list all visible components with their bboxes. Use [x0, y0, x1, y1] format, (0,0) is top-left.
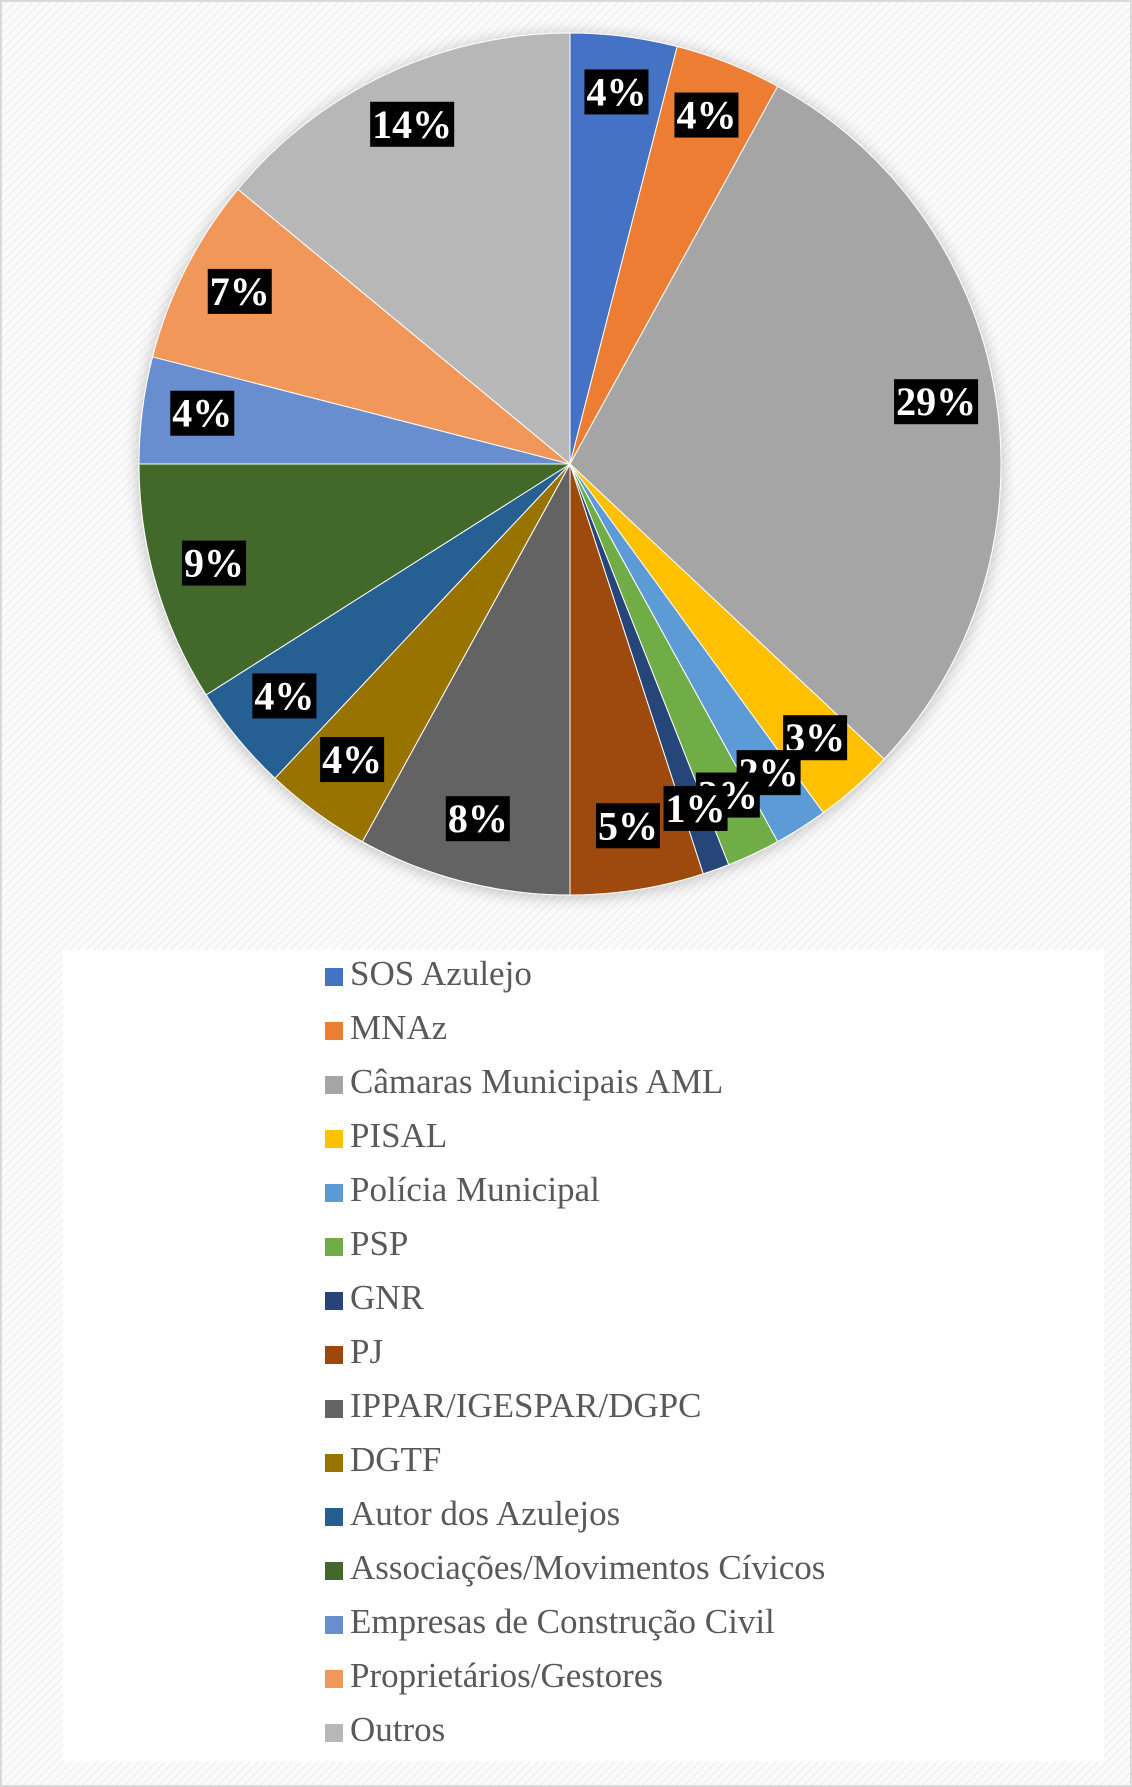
data-label: 29%: [896, 379, 976, 424]
data-label: 1%: [666, 786, 726, 831]
data-label: 4%: [586, 69, 646, 114]
legend-swatch: [325, 1130, 343, 1148]
data-labels: 4%4%29%3%2%2%1%5%8%4%4%9%4%7%14%: [170, 69, 979, 849]
pie-slice: [361, 463, 571, 896]
legend-label: Proprietários/Gestores: [350, 1656, 663, 1695]
data-label-background: [182, 540, 247, 586]
legend-swatch: [325, 968, 343, 986]
legend-label: Autor dos Azulejos: [350, 1494, 620, 1533]
data-label-background: [445, 796, 510, 842]
data-label: 7%: [210, 269, 270, 314]
legend-label: DGTF: [350, 1440, 441, 1479]
data-label: 4%: [254, 673, 314, 718]
pie-slice: [151, 188, 571, 465]
legend-swatch: [325, 1292, 343, 1310]
data-label: 14%: [372, 102, 452, 147]
legend-label: Empresas de Construção Civil: [350, 1602, 775, 1641]
legend-swatch: [325, 1562, 343, 1580]
pie-slice: [569, 85, 1002, 760]
legend-swatch: [325, 1022, 343, 1040]
legend-label: PISAL: [350, 1116, 447, 1155]
legend-box: [63, 950, 1104, 1761]
legend-swatch: [325, 1508, 343, 1526]
legend-swatch: [325, 1616, 343, 1634]
data-label-background: [595, 803, 660, 849]
pie-slice: [237, 32, 571, 466]
legend-label: IPPAR/IGESPAR/DGPC: [350, 1386, 701, 1425]
data-label-background: [894, 379, 979, 425]
data-label-background: [207, 268, 272, 314]
data-label: 9%: [184, 541, 244, 586]
data-label-background: [674, 92, 739, 138]
data-label: 4%: [172, 391, 232, 436]
legend-label: Outros: [350, 1710, 445, 1749]
data-label-background: [584, 69, 649, 115]
data-label-background: [170, 390, 235, 436]
pie: [138, 32, 1002, 896]
data-label-background: [320, 737, 385, 783]
legend-swatch: [325, 1454, 343, 1472]
data-label: 8%: [448, 796, 508, 841]
pie-slice: [138, 463, 572, 696]
legend-swatch: [325, 1670, 343, 1688]
legend-label: PJ: [350, 1332, 383, 1371]
legend-label: MNAz: [350, 1008, 447, 1047]
legend: SOS Azulejo MNAz Câmaras Municipais AML PIS…: [325, 954, 825, 1749]
legend-label: Câmaras Municipais AML: [350, 1062, 723, 1101]
legend-label: SOS Azulejo: [350, 954, 532, 993]
data-label: 4%: [676, 93, 736, 138]
data-label: 5%: [598, 803, 658, 848]
legend-swatch: [325, 1346, 343, 1364]
legend-swatch: [325, 1184, 343, 1202]
legend-swatch: [325, 1076, 343, 1094]
legend-swatch: [325, 1724, 343, 1742]
legend-label: Associações/Movimentos Cívicos: [350, 1548, 825, 1587]
data-label-background: [663, 785, 728, 831]
legend-swatch: [325, 1400, 343, 1418]
data-label-background: [252, 673, 317, 719]
legend-label: GNR: [350, 1278, 425, 1317]
legend-label: Polícia Municipal: [350, 1170, 600, 1209]
data-label-background: [370, 101, 455, 147]
legend-swatch: [325, 1238, 343, 1256]
legend-label: PSP: [350, 1224, 408, 1263]
data-label: 4%: [322, 737, 382, 782]
